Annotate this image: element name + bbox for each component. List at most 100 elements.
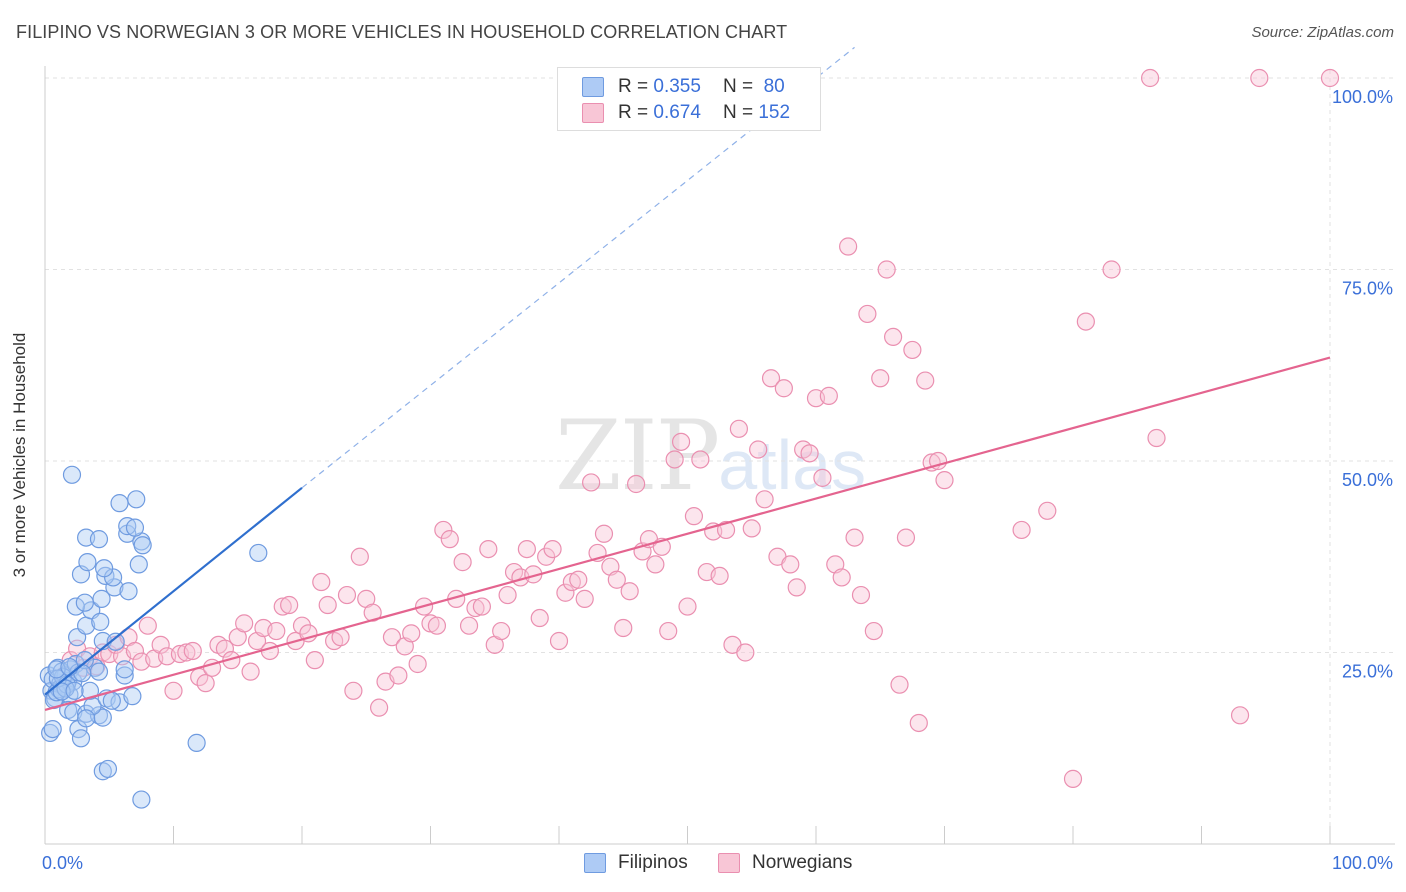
norwegians-point — [832, 568, 851, 587]
filipinos-point — [89, 662, 109, 681]
norwegians-point — [543, 539, 562, 559]
legend-r-value: 0.355 — [653, 76, 701, 97]
norwegians-point — [761, 369, 781, 388]
y-tick-label: 50.0% — [1342, 470, 1393, 490]
norwegians-point — [787, 578, 806, 597]
norwegians-point — [549, 631, 569, 651]
norwegians-point — [408, 654, 427, 674]
norwegians-point — [530, 608, 549, 628]
legend-n-label: N = — [722, 102, 754, 123]
bottom-legend: Filipinos Norwegians — [0, 852, 1406, 878]
norwegians-point — [492, 621, 511, 641]
tick-labels: 25.0% 50.0% 75.0% 100.0% 0.0% 100.0% — [42, 87, 1393, 873]
filipinos-point — [89, 530, 109, 549]
norwegians-point — [671, 432, 691, 451]
filipinos-point — [119, 582, 138, 601]
filipinos-point — [43, 719, 62, 739]
filipinos-point — [129, 555, 148, 574]
legend-r-value: 0.674 — [653, 102, 701, 123]
norwegians-point — [684, 507, 704, 526]
bottom-legend-swatch-norwegians — [718, 853, 740, 873]
filipinos-point — [132, 790, 151, 809]
norwegians-point — [659, 621, 678, 641]
norwegians-point — [318, 595, 337, 615]
watermark: ZIPatlas — [555, 400, 866, 512]
norwegians-point — [736, 643, 755, 662]
legend-r-label: R = — [618, 76, 649, 97]
norwegians-point — [434, 520, 453, 540]
grid — [45, 70, 1395, 844]
norwegians-points — [55, 68, 1340, 788]
norwegians-point — [498, 585, 517, 605]
norwegians-point — [280, 595, 299, 615]
filipinos-point — [95, 559, 114, 578]
norwegians-point — [800, 444, 819, 463]
filipinos-point — [125, 518, 145, 537]
norwegians-point — [851, 585, 871, 605]
filipinos-point — [106, 632, 125, 651]
legend-r-label: R = — [618, 102, 649, 123]
norwegians-point — [877, 260, 896, 279]
norwegians-point — [1102, 260, 1121, 279]
norwegians-point — [774, 379, 793, 398]
norwegians-point — [1250, 68, 1269, 88]
norwegians-point — [427, 616, 447, 635]
y-tick-label: 25.0% — [1342, 662, 1393, 682]
filipinos-point — [96, 566, 115, 586]
norwegians-point — [710, 566, 729, 586]
axes — [44, 66, 1395, 845]
filipinos-point — [77, 709, 96, 728]
norwegians-point — [1063, 769, 1083, 788]
norwegians-point — [819, 386, 838, 405]
norwegians-point — [729, 419, 749, 438]
norwegians-point — [472, 597, 491, 616]
norwegians-point — [344, 681, 363, 700]
norwegians-point — [312, 572, 331, 592]
norwegians-point — [479, 539, 498, 559]
filipinos-point — [118, 517, 137, 536]
norwegians-point — [183, 641, 202, 661]
norwegians-point — [896, 528, 916, 547]
norwegians-point — [665, 450, 684, 469]
norwegians-point — [813, 468, 832, 487]
norwegians-point — [138, 616, 157, 635]
norwegians-point — [273, 597, 292, 616]
filipinos-point — [91, 612, 110, 631]
norwegians-point — [691, 450, 710, 469]
legend-n-value: 80 — [763, 76, 785, 97]
bottom-legend-norwegians: Norwegians — [718, 852, 852, 874]
norwegians-point — [196, 674, 215, 693]
norwegians-point — [382, 628, 402, 647]
norwegians-point — [864, 621, 883, 641]
filipinos-point — [249, 543, 268, 563]
norwegians-point — [845, 528, 864, 547]
norwegians-point — [459, 616, 479, 635]
legend-row-filipinos: R = 0.355 N = 80 — [582, 75, 785, 99]
norwegians-point — [337, 585, 357, 605]
bottom-legend-label: Filipinos — [618, 852, 688, 873]
legend-swatch-filipinos — [582, 77, 604, 97]
filipinos-point — [115, 660, 134, 679]
filipinos-point — [102, 691, 121, 710]
filipinos-point — [66, 597, 85, 616]
filipinos-point — [127, 490, 146, 509]
norwegians-point — [614, 618, 633, 638]
norwegians-point — [241, 662, 260, 681]
filipinos-point — [60, 657, 79, 677]
norwegians-point — [125, 641, 145, 661]
norwegians-point — [839, 237, 858, 256]
norwegians-point — [453, 553, 472, 572]
x-tick-label: 0.0% — [42, 853, 83, 873]
norwegians-point — [607, 570, 626, 589]
norwegians-point — [1230, 706, 1250, 725]
norwegians-point — [1012, 520, 1031, 540]
norwegians-point — [235, 614, 254, 633]
norwegians-point — [646, 555, 665, 574]
norwegians-point — [883, 327, 903, 347]
norwegians-point — [781, 555, 800, 574]
chart-title: FILIPINO VS NORWEGIAN 3 OR MORE VEHICLES… — [16, 22, 788, 42]
norwegians-point — [716, 520, 736, 540]
legend-row-norwegians: R = 0.674 N = 152 — [582, 101, 790, 125]
norwegians-point — [575, 589, 594, 608]
